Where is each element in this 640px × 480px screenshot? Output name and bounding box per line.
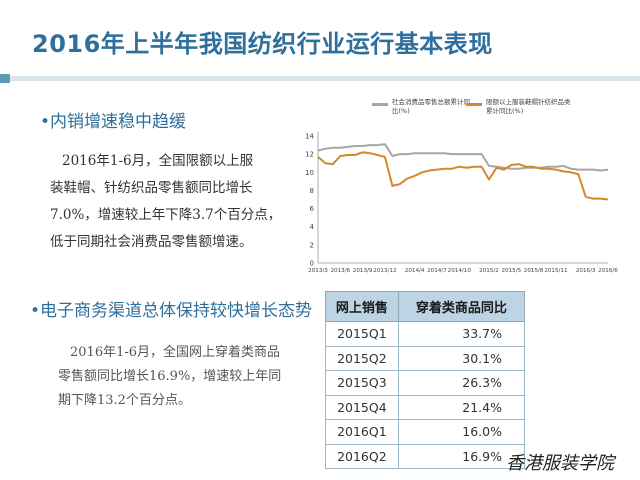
y-tick-label: 4 (310, 223, 315, 231)
paragraph-line: 零售额同比增长16.9%，增速较上年同 (58, 369, 282, 384)
x-tick-label: 2014/7 (427, 268, 447, 274)
y-tick-label: 2 (310, 241, 314, 249)
table-row: 2015Q4 21.4% (325, 394, 526, 420)
x-tick-label: 2013/6 (330, 268, 350, 274)
section-heading-ecommerce: •电子商务渠道总体保持较快增长态势 (30, 301, 313, 321)
chart-canvas: 0 2 4 6 8 10 12 14 2013/3 2013/6 2013/9 2013/12 2014… (305, 132, 618, 274)
x-tick-label: 2016/3 (576, 268, 596, 274)
table-cell-quarter: 2015Q4 (325, 394, 399, 420)
section-paragraph-ecommerce: 2016年1-6月，全国网上穿着类商品 零售额同比增长16.9%，增速较上年同 … (58, 341, 313, 413)
table-row: 2015Q3 26.3% (325, 370, 526, 396)
table-row: 2015Q2 30.1% (325, 345, 526, 371)
table-header-row: 网上销售 穿着类商品同比 (325, 291, 526, 322)
table-cell-quarter: 2015Q3 (325, 370, 399, 396)
paragraph-line: 7.0%，增速较上年下降3.7个百分点， (50, 207, 282, 223)
y-tick-label: 0 (310, 260, 314, 268)
section-paragraph-domestic-sales: 2016年1-6月，全国限额以上服 装鞋帽、针纺织品零售额同比增长 7.0%，增… (50, 148, 295, 256)
x-tick-label: 2015/5 (501, 268, 521, 274)
paragraph-line: 低于同期社会消费品零售额增速。 (50, 234, 253, 250)
table-cell-quarter: 2015Q1 (325, 321, 399, 347)
table-cell-growth: 16.9% (397, 443, 526, 469)
paragraph-line: 装鞋帽、针纺织品零售额同比增长 (50, 180, 253, 196)
table-row: 2015Q1 33.7% (325, 321, 526, 347)
paragraph-line: 2016年1-6月，全国限额以上服 (62, 153, 254, 169)
table-cell-quarter: 2016Q1 (325, 419, 399, 445)
table-cell-quarter: 2016Q2 (325, 443, 399, 469)
paragraph-line: 期下降13.2个百分点。 (58, 393, 191, 408)
page-title: 2016年上半年我国纺织行业运行基本表现 (32, 30, 493, 58)
x-tick-label: 2013/3 (308, 268, 328, 274)
table-cell-growth: 16.0% (397, 419, 526, 445)
title-divider-accent (0, 74, 10, 83)
series-line-2 (317, 151, 609, 201)
x-tick-label: 2015/11 (544, 268, 568, 274)
online-sales-table: 网上销售 穿着类商品同比 2015Q1 33.7% 2015Q2 30.1% 201… (325, 291, 526, 469)
table-cell-growth: 33.7% (397, 321, 526, 347)
table-row: 2016Q2 16.9% (325, 443, 526, 469)
y-tick-label: 10 (305, 169, 314, 177)
x-tick-label: 2013/9 (353, 268, 373, 274)
legend-swatch (466, 103, 482, 106)
paragraph-line: 2016年1-6月，全国网上穿着类商品 (70, 345, 281, 360)
y-tick-label: 12 (305, 151, 314, 159)
table-cell-growth: 21.4% (397, 394, 526, 420)
x-tick-label: 2016/6 (598, 268, 618, 274)
table-cell-quarter: 2015Q2 (325, 345, 399, 371)
x-tick-label: 2015/8 (524, 268, 544, 274)
legend-label: 限额以上服装鞋帽针纺织品类累计同比(%) (486, 98, 571, 115)
table-cell-growth: 30.1% (397, 345, 526, 371)
legend-label: 社会消费品零售总额累计同比(%) (392, 98, 470, 115)
y-tick-label: 6 (310, 205, 315, 213)
legend-swatch (372, 103, 388, 106)
watermark-logo-text: 香港服装学院 (506, 453, 614, 474)
x-tick-label: 2014/4 (405, 268, 425, 274)
y-tick-label: 14 (305, 133, 314, 141)
x-tick-label: 2014/10 (448, 268, 472, 274)
series-line-1 (317, 143, 609, 172)
x-tick-label: 2015/2 (479, 268, 499, 274)
y-tick-label: 8 (310, 187, 314, 195)
table-cell-growth: 26.3% (397, 370, 526, 396)
table-header: 网上销售 (325, 291, 399, 322)
x-tick-label: 2013/12 (373, 268, 396, 274)
title-divider (0, 76, 640, 81)
table-row: 2016Q1 16.0% (325, 419, 526, 445)
section-heading-domestic-sales: •内销增速稳中趋缓 (40, 112, 187, 132)
table-header: 穿着类商品同比 (397, 291, 526, 322)
